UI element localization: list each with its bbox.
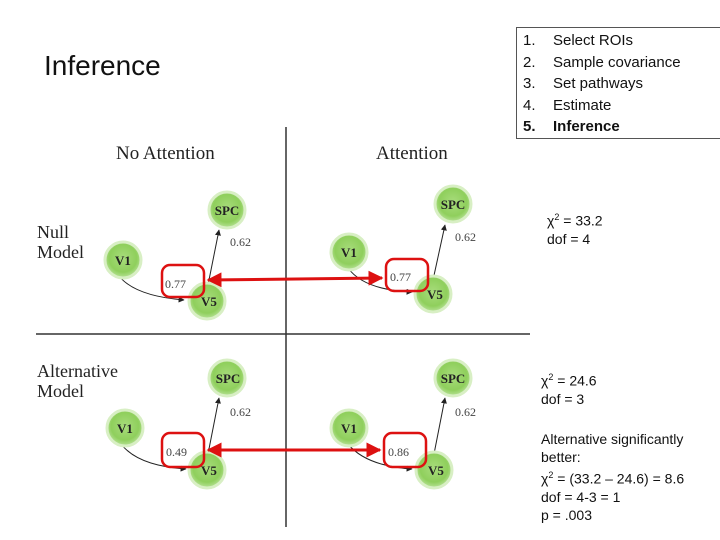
column-header-no-attention: No Attention <box>116 143 215 164</box>
step-number: 2. <box>523 53 536 71</box>
v1-label: V1 <box>117 421 133 436</box>
step-number: 5. <box>523 118 536 135</box>
v5-node <box>413 274 453 314</box>
path-value-v5-spc: 0.62 <box>455 230 476 244</box>
path-value-v1-v5: 0.49 <box>166 445 187 459</box>
null-model-no-attention-network: SPC V1 V5 0.62 0.77 <box>103 190 251 321</box>
row-label-alternative: Alternative <box>37 361 118 381</box>
row-label-null-model: Model <box>37 242 84 262</box>
step-label: Estimate <box>553 96 612 114</box>
v5-label: V5 <box>428 463 444 478</box>
path-value-v1-v5: 0.77 <box>390 270 411 284</box>
model-comparison-text: Alternative significantly better: χ2 = (… <box>541 430 684 524</box>
column-header-attention: Attention <box>376 143 448 164</box>
spc-label: SPC <box>441 197 466 212</box>
highlight-box-null-right <box>384 257 430 293</box>
step-item: 2. Sample covariance <box>523 52 720 74</box>
slide-title: Inference <box>44 50 161 81</box>
comparison-p-value: p = .003 <box>541 506 592 523</box>
spc-node <box>433 184 473 224</box>
step-number: 4. <box>523 96 536 114</box>
comparison-arrow-null <box>206 270 384 288</box>
highlight-box-alt-right <box>382 431 428 469</box>
step-label: Select ROIs <box>553 32 634 49</box>
step-number: 1. <box>523 32 536 49</box>
v1-label: V1 <box>115 253 131 268</box>
step-label: Sample covariance <box>553 53 681 71</box>
v1-label: V1 <box>341 421 357 436</box>
step-item: 4. Estimate <box>523 95 720 117</box>
highlight-box-alt-left <box>160 431 206 469</box>
path-value-v5-spc: 0.62 <box>230 235 251 249</box>
comparison-chi-square: χ2 = (33.2 – 24.6) = 8.6 <box>541 470 685 487</box>
null-chi-square: χ2 = 33.2 <box>547 212 603 229</box>
step-label: Inference <box>553 118 620 135</box>
highlight-box-null-left <box>160 263 206 299</box>
comparison-dof: dof = 4-3 = 1 <box>541 488 621 505</box>
v1-label: V1 <box>341 245 357 260</box>
null-model-stats: χ2 = 33.2 dof = 4 <box>547 208 603 248</box>
row-label-null: Null <box>37 222 69 242</box>
null-model-attention-network: SPC V1 V5 0.62 0.77 <box>329 184 476 314</box>
v1-node <box>105 408 145 448</box>
alternative-model-attention-network: SPC V1 V5 0.62 0.86 <box>329 358 476 490</box>
spc-node <box>207 358 247 398</box>
path-value-v1-v5: 0.86 <box>388 445 409 459</box>
path-value-v1-v5: 0.77 <box>165 277 186 291</box>
step-label: Set pathways <box>553 75 644 92</box>
path-value-v5-spc: 0.62 <box>455 405 476 419</box>
comparison-line-1: Alternative significantly <box>541 431 684 447</box>
v1-node <box>329 232 369 272</box>
v1-node <box>103 240 143 280</box>
spc-node <box>207 190 247 230</box>
path-value-v5-spc: 0.62 <box>230 405 251 419</box>
alt-chi-square: χ2 = 24.6 <box>541 372 597 389</box>
row-label-alternative-model: Model <box>37 381 84 401</box>
null-dof: dof = 4 <box>547 230 591 247</box>
alternative-model-stats: χ2 = 24.6 dof = 3 <box>541 368 597 408</box>
spc-label: SPC <box>216 371 241 386</box>
v5-label: V5 <box>427 287 443 302</box>
step-item: 1. Select ROIs <box>523 30 720 52</box>
v5-label: V5 <box>201 294 217 309</box>
spc-label: SPC <box>441 371 466 386</box>
step-number: 3. <box>523 75 536 92</box>
step-item: 3. Set pathways <box>523 73 720 95</box>
alt-dof: dof = 3 <box>541 390 585 407</box>
alternative-model-no-attention-network: SPC V1 V5 0.62 0.49 <box>105 358 251 490</box>
comparison-line-2: better: <box>541 449 581 465</box>
step-item-current: 5. Inference <box>523 116 720 138</box>
v5-label: V5 <box>201 463 217 478</box>
spc-label: SPC <box>215 203 240 218</box>
spc-node <box>433 358 473 398</box>
steps-list: 1. Select ROIs 2. Sample covariance 3. Set … <box>516 27 720 139</box>
